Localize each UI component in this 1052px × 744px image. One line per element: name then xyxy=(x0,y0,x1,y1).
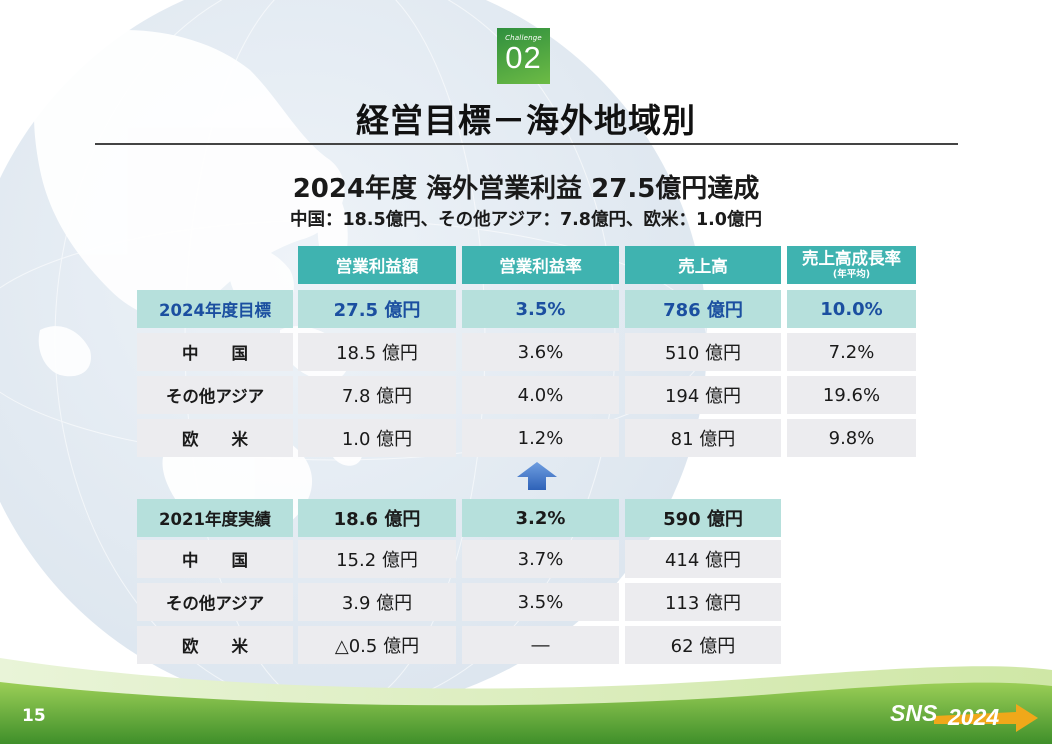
footer-band xyxy=(0,658,1052,744)
target-operating-margin: 3.5% xyxy=(462,290,619,328)
logo-sns-text: SNS xyxy=(890,700,938,726)
target-sales-growth: 10.0% xyxy=(787,290,916,328)
other-asia-2024-operating-profit: 7.8 億円 xyxy=(298,376,456,414)
westerns-2024-sales-growth: 9.8% xyxy=(787,419,916,457)
sns2024-logo: SNS 2024 xyxy=(890,698,1040,734)
page-number: 15 xyxy=(22,706,46,726)
logo-arrow-icon xyxy=(934,704,1038,732)
header-operating-profit: 営業利益額 xyxy=(298,246,456,284)
other-asia-2024-sales: 194 億円 xyxy=(625,376,781,414)
westerns-2024-operating-margin: 1.2% xyxy=(462,419,619,457)
other-asia-2024-operating-margin: 4.0% xyxy=(462,376,619,414)
china-2021-sales: 414 億円 xyxy=(625,540,781,578)
westerns-2021-operating-margin: ― xyxy=(462,626,619,664)
logo-year-text: 2024 xyxy=(948,704,1000,730)
target-operating-profit: 27.5 億円 xyxy=(298,290,456,328)
china-2024-operating-margin: 3.6% xyxy=(462,333,619,371)
other-asia-2021-sales: 113 億円 xyxy=(625,583,781,621)
page-title: 経営目標－海外地域別 xyxy=(356,101,696,140)
region-label-westerns-2024: 欧 米 xyxy=(137,419,293,457)
header-sales: 売上高 xyxy=(625,246,781,284)
westerns-2024-sales: 81 億円 xyxy=(625,419,781,457)
region-label-china-2021: 中 国 xyxy=(137,540,293,578)
actual-row-label: 2021年度実績 xyxy=(137,499,293,537)
other-asia-2021-operating-profit: 3.9 億円 xyxy=(298,583,456,621)
china-2024-operating-profit: 18.5 億円 xyxy=(298,333,456,371)
westerns-2021-sales: 62 億円 xyxy=(625,626,781,664)
target-row-label: 2024年度目標 xyxy=(137,290,293,328)
region-label-other-asia-2021: その他アジア xyxy=(137,583,293,621)
china-2024-sales-growth: 7.2% xyxy=(787,333,916,371)
westerns-2024-operating-profit: 1.0 億円 xyxy=(298,419,456,457)
other-asia-2021-operating-margin: 3.5% xyxy=(462,583,619,621)
up-arrow-icon xyxy=(517,462,557,490)
title-divider xyxy=(95,143,958,145)
china-2024-sales: 510 億円 xyxy=(625,333,781,371)
region-label-westerns-2021: 欧 米 xyxy=(137,626,293,664)
target-sales: 786 億円 xyxy=(625,290,781,328)
other-asia-2024-sales-growth: 19.6% xyxy=(787,376,916,414)
badge-label: Challenge xyxy=(505,34,542,42)
challenge-badge: Challenge 02 xyxy=(497,28,550,84)
header-sales-growth: 売上高成長率 (年平均) xyxy=(787,246,916,284)
china-2021-operating-profit: 15.2 億円 xyxy=(298,540,456,578)
actual-operating-margin: 3.2% xyxy=(462,499,619,537)
actual-sales: 590 億円 xyxy=(625,499,781,537)
header-sales-growth-label: 売上高成長率 xyxy=(802,248,901,268)
region-label-china-2024: 中 国 xyxy=(137,333,293,371)
actual-operating-profit: 18.6 億円 xyxy=(298,499,456,537)
subline: 中国：18.5億円、その他アジア：7.8億円、欧米：1.0億円 xyxy=(290,210,762,230)
china-2021-operating-margin: 3.7% xyxy=(462,540,619,578)
region-label-other-asia-2024: その他アジア xyxy=(137,376,293,414)
header-sales-growth-note: (年平均) xyxy=(832,269,871,280)
headline: 2024年度 海外営業利益 27.5億円達成 xyxy=(292,174,760,204)
header-operating-margin: 営業利益率 xyxy=(462,246,619,284)
badge-number: 02 xyxy=(505,40,542,75)
westerns-2021-operating-profit: △0.5 億円 xyxy=(298,626,456,664)
